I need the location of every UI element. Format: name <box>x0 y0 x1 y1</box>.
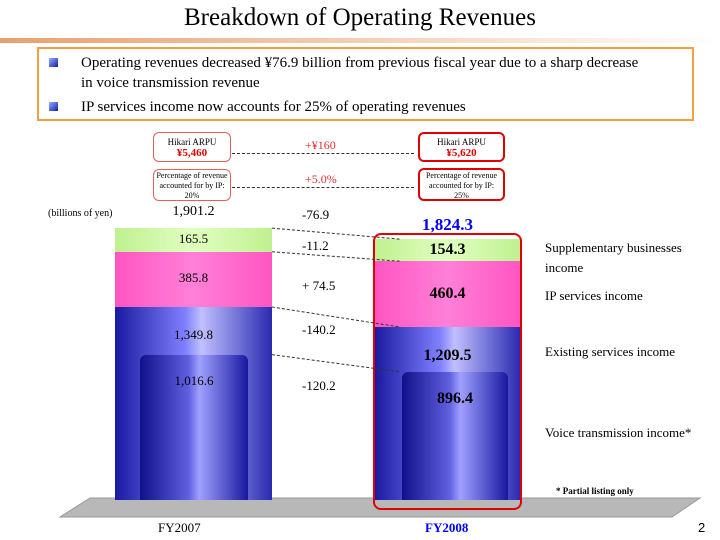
legend-supplementary: Supplementary businesses income <box>545 240 682 275</box>
change-label: -11.2 <box>302 238 329 253</box>
arpu-arrow <box>232 153 414 154</box>
change-label: + 74.5 <box>302 278 336 293</box>
bar-segment <box>115 251 272 307</box>
voice-subset-label: 1,016.6 <box>174 372 214 388</box>
segment-label: 460.4 <box>429 285 466 303</box>
bullet-icon <box>49 102 58 111</box>
arpu-fy2008-box: Hikari ARPU ¥5,620 <box>418 132 505 162</box>
segment-label: 1,209.5 <box>423 347 472 365</box>
voice-subset-label: 896.4 <box>437 389 473 407</box>
ip-share-value: 25% <box>454 191 469 200</box>
connector-line <box>271 306 401 328</box>
ip-share-change: +5.0% <box>305 172 337 186</box>
legend-ip: IP services income <box>545 288 643 303</box>
bar-segment <box>115 228 272 252</box>
legend-existing: Existing services income <box>545 344 675 359</box>
ip-share-value: 20% <box>184 191 200 200</box>
connector-line <box>271 354 401 373</box>
bullet-icon <box>49 58 58 67</box>
bar-segment <box>375 239 520 262</box>
summary-box: Operating revenues decreased ¥76.9 billi… <box>37 47 694 121</box>
segment-label: 165.5 <box>178 230 209 246</box>
unit-label: (billions of yen) <box>48 208 113 219</box>
change-label: -76.9 <box>302 207 330 222</box>
connector-line <box>271 251 401 262</box>
ip-share-label: Percentage of revenue accounted for by I… <box>156 171 228 190</box>
segment-label: 1,349.8 <box>174 326 213 342</box>
connector-line <box>271 227 401 240</box>
ip-share-fy2008-box: Percentage of revenue accounted for by I… <box>418 168 505 201</box>
arpu-label: Hikari ARPU <box>167 137 217 147</box>
voice-subset-segment <box>402 371 508 500</box>
change-label: -140.2 <box>302 322 336 337</box>
page-number: 2 <box>698 520 706 535</box>
ip-share-label: Percentage of revenue accounted for by I… <box>425 171 498 190</box>
ip-share-fy2007-box: Percentage of revenue accounted for by I… <box>153 169 231 201</box>
title-rule <box>0 38 720 43</box>
arpu-label: Hikari ARPU <box>437 137 486 147</box>
voice-subset-segment <box>140 354 248 500</box>
footnote: * Partial listing only <box>556 486 634 496</box>
category-label: FY2007 <box>158 520 201 535</box>
segment-label: 385.8 <box>178 270 209 286</box>
arpu-value: ¥5,460 <box>176 147 208 159</box>
change-label: -120.2 <box>302 378 336 393</box>
legend-voice: Voice transmission income* <box>545 425 692 440</box>
summary-item: Operating revenues decreased ¥76.9 billi… <box>81 55 639 91</box>
arpu-value: ¥5,620 <box>446 147 477 159</box>
category-label: FY2008 <box>425 520 469 535</box>
total-label: 1,901.2 <box>172 204 215 220</box>
arpu-change: +¥160 <box>305 138 336 152</box>
ip-share-arrow <box>232 187 414 188</box>
total-label: 1,824.3 <box>422 215 473 235</box>
segment-label: 154.3 <box>429 241 466 259</box>
bar-segment <box>375 261 520 328</box>
arpu-fy2007-box: Hikari ARPU ¥5,460 <box>153 132 231 162</box>
page-title: Breakdown of Operating Revenues <box>184 4 536 31</box>
fy2008-highlight-frame <box>373 233 522 510</box>
summary-item: IP services income now accounts for 25% … <box>81 99 466 115</box>
